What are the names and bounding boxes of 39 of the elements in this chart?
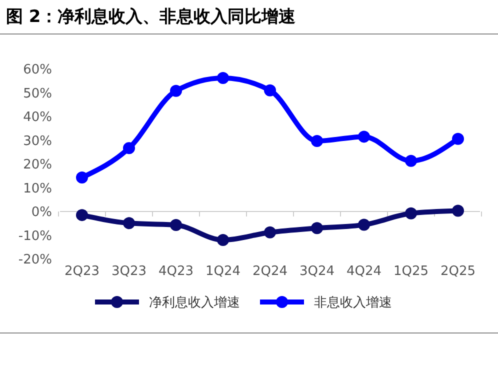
- point: [217, 72, 229, 84]
- x-tick-label: 3Q23: [111, 264, 147, 279]
- x-tick-label: 1Q24: [205, 264, 241, 279]
- point: [452, 132, 464, 145]
- y-tick-label: 0%: [31, 205, 52, 220]
- point: [123, 142, 135, 154]
- legend-label: 非息收入增速: [314, 296, 392, 311]
- y-tick-label: 20%: [23, 158, 52, 173]
- x-tick-label: 2Q23: [64, 264, 100, 279]
- point: [264, 226, 276, 238]
- x-tick-label: 2Q24: [252, 264, 288, 279]
- point: [358, 130, 370, 143]
- chart-title: 图 2：净利息收入、非息收入同比增速: [6, 7, 296, 27]
- point: [405, 154, 417, 167]
- y-tick-label: 50%: [23, 86, 52, 102]
- point: [170, 219, 182, 232]
- point: [123, 217, 135, 230]
- point: [76, 172, 88, 184]
- point: [170, 84, 182, 97]
- point: [452, 204, 464, 217]
- x-tick-label: 2Q25: [440, 264, 476, 279]
- point: [311, 222, 323, 234]
- point: [358, 218, 370, 231]
- x-tick-label: 3Q24: [299, 264, 335, 279]
- point: [264, 84, 276, 96]
- y-tick-label: 40%: [23, 110, 52, 126]
- y-tick-label: 30%: [23, 134, 52, 149]
- x-tick-label: 4Q24: [346, 264, 382, 279]
- y-tick-label: 60%: [23, 62, 52, 78]
- point: [311, 134, 323, 147]
- y-tick-label: -10%: [18, 228, 52, 244]
- legend-label: 净利息收入增速: [149, 296, 240, 311]
- point: [76, 209, 88, 222]
- point: [217, 234, 229, 246]
- y-tick-label: 10%: [23, 181, 52, 196]
- x-tick-label: 4Q23: [158, 264, 194, 279]
- y-tick-label: -20%: [18, 252, 52, 268]
- x-tick-label: 1Q25: [393, 264, 429, 279]
- point: [405, 207, 417, 220]
